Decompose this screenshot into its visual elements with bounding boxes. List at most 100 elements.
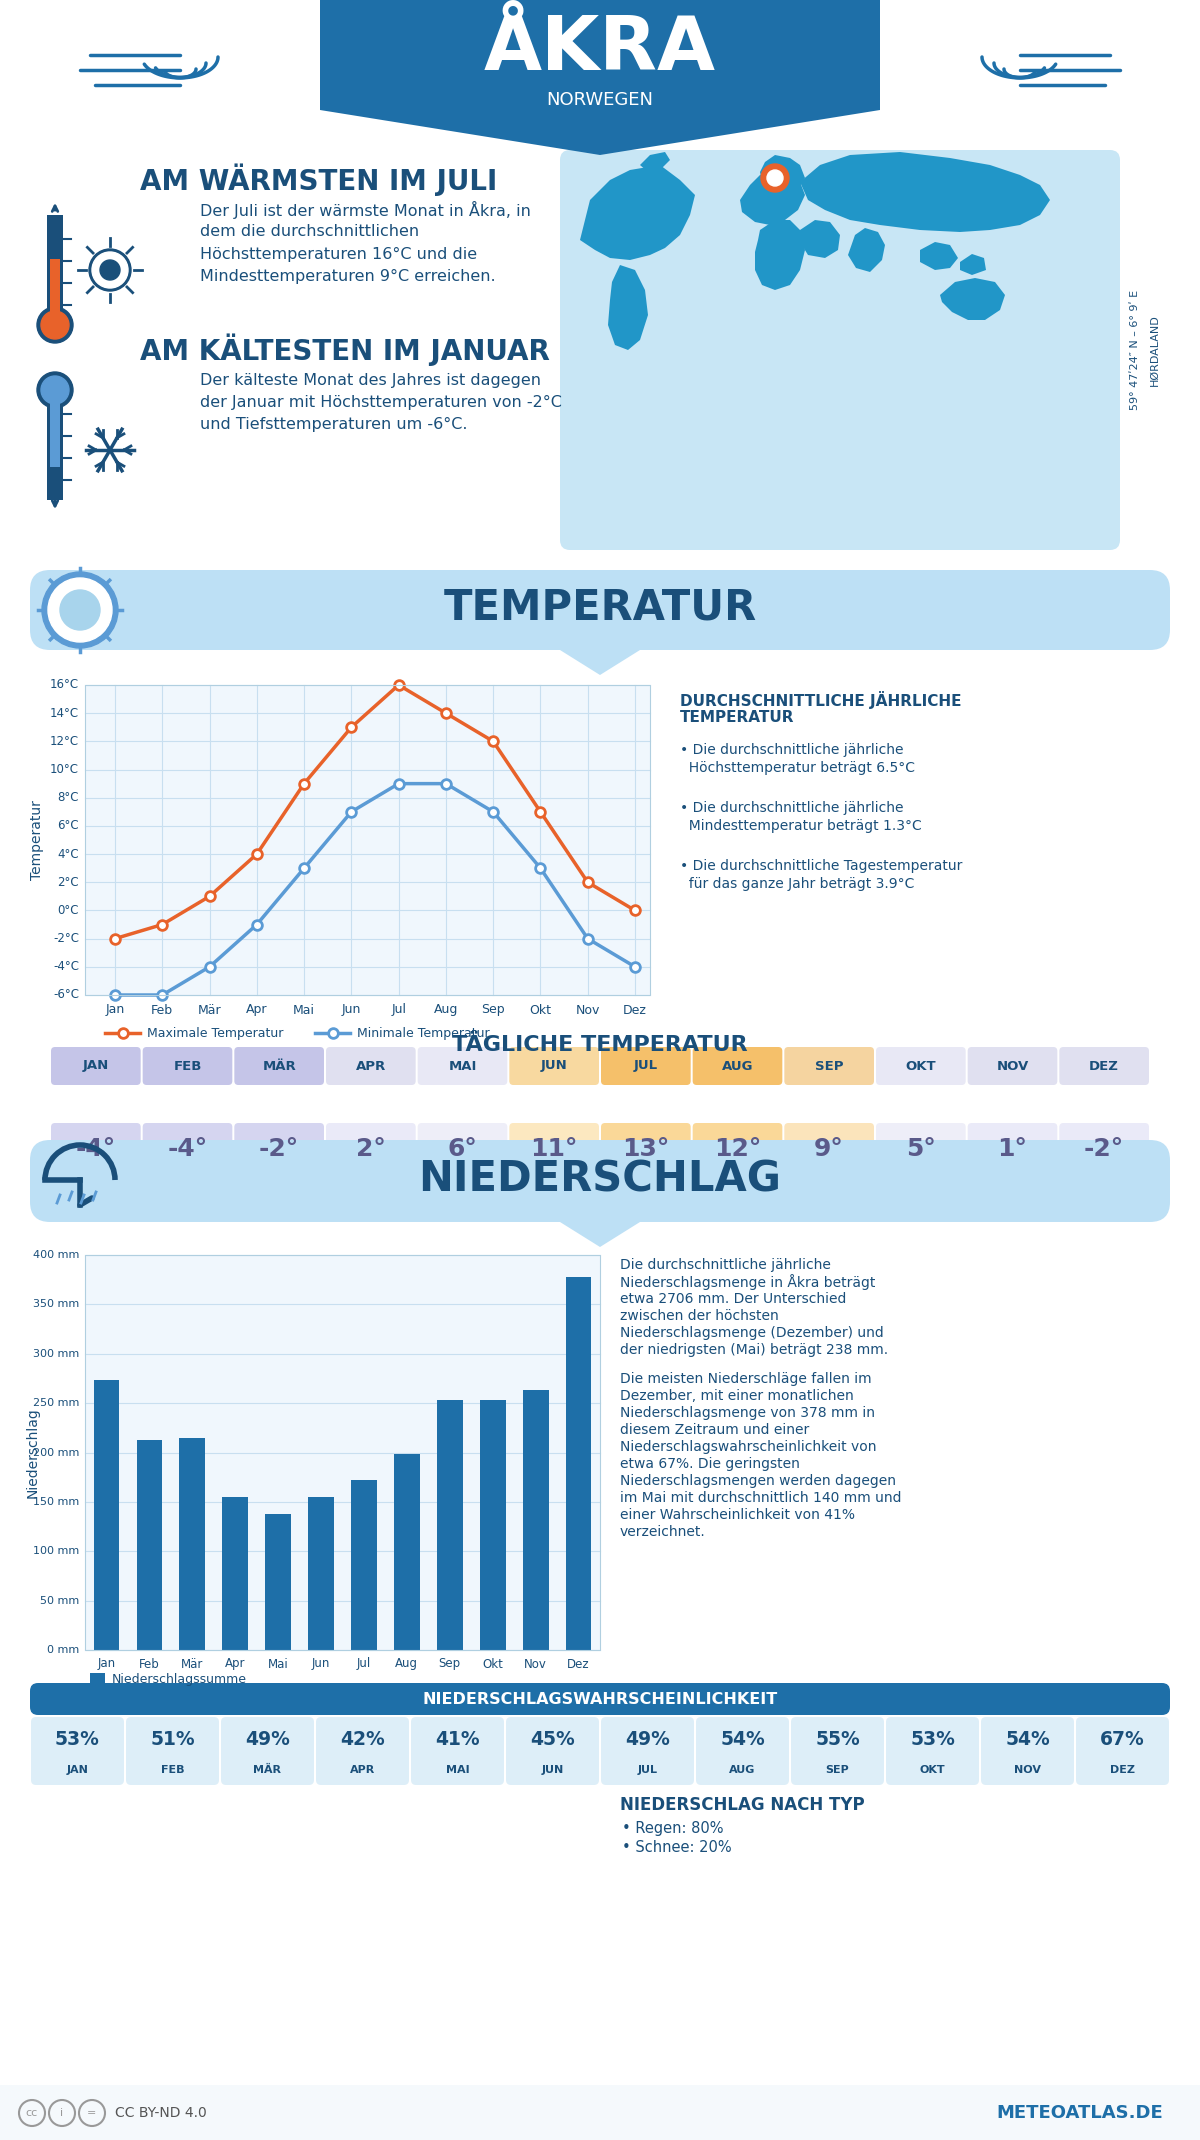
Text: SEP: SEP <box>815 1059 844 1072</box>
Text: der Januar mit Höchsttemperaturen von -2°C: der Januar mit Höchsttemperaturen von -2… <box>200 394 562 409</box>
Polygon shape <box>800 220 840 259</box>
Bar <box>47 389 64 501</box>
FancyBboxPatch shape <box>982 1716 1074 1785</box>
Text: OKT: OKT <box>906 1059 936 1072</box>
Text: 6°C: 6°C <box>58 820 79 832</box>
FancyBboxPatch shape <box>509 1124 599 1175</box>
Text: für das ganze Jahr beträgt 3.9°C: für das ganze Jahr beträgt 3.9°C <box>680 877 914 890</box>
Text: Aug: Aug <box>433 1004 458 1016</box>
Text: diesem Zeitraum und einer: diesem Zeitraum und einer <box>620 1423 809 1436</box>
Text: 300 mm: 300 mm <box>32 1348 79 1359</box>
Text: Maximale Temperatur: Maximale Temperatur <box>148 1027 283 1040</box>
FancyBboxPatch shape <box>785 1124 874 1175</box>
Bar <box>85 685 650 995</box>
FancyBboxPatch shape <box>886 1716 979 1785</box>
Text: -4°C: -4°C <box>53 961 79 974</box>
Text: Mär: Mär <box>198 1004 221 1016</box>
FancyBboxPatch shape <box>418 1046 508 1085</box>
Text: Jan: Jan <box>97 1658 115 1671</box>
Text: 42%: 42% <box>340 1729 385 1748</box>
Text: 8°C: 8°C <box>58 792 79 805</box>
Text: Apr: Apr <box>224 1658 246 1671</box>
Text: einer Wahrscheinlichkeit von 41%: einer Wahrscheinlichkeit von 41% <box>620 1509 854 1522</box>
Bar <box>180 1438 205 1650</box>
FancyBboxPatch shape <box>143 1124 233 1175</box>
Bar <box>90 1673 106 1686</box>
Text: 49%: 49% <box>245 1729 290 1748</box>
Text: Niederschlagsmengen werden dagegen: Niederschlagsmengen werden dagegen <box>620 1474 896 1487</box>
FancyBboxPatch shape <box>50 1124 140 1175</box>
FancyBboxPatch shape <box>234 1124 324 1175</box>
Text: -2°: -2° <box>1084 1136 1124 1162</box>
Text: Feb: Feb <box>151 1004 173 1016</box>
Text: 9°: 9° <box>815 1136 844 1162</box>
Text: Dez: Dez <box>568 1658 590 1671</box>
Text: Dez: Dez <box>623 1004 647 1016</box>
FancyBboxPatch shape <box>143 1046 233 1085</box>
Text: 10°C: 10°C <box>50 764 79 777</box>
Text: 67%: 67% <box>1100 1729 1145 1748</box>
Bar <box>0 139 1200 599</box>
Circle shape <box>767 169 784 186</box>
Circle shape <box>89 248 131 291</box>
Text: etwa 2706 mm. Der Unterschied: etwa 2706 mm. Der Unterschied <box>620 1293 846 1305</box>
Text: 54%: 54% <box>720 1729 764 1748</box>
Text: DEZ: DEZ <box>1090 1059 1120 1072</box>
Text: -4°: -4° <box>167 1136 208 1162</box>
FancyBboxPatch shape <box>50 1046 140 1085</box>
Circle shape <box>41 377 70 404</box>
Text: JUN: JUN <box>541 1059 568 1072</box>
Text: Der Juli ist der wärmste Monat in Åkra, in: Der Juli ist der wärmste Monat in Åkra, … <box>200 201 530 218</box>
Text: 11°: 11° <box>530 1136 578 1162</box>
Text: 41%: 41% <box>436 1729 480 1748</box>
Text: • Die durchschnittliche jährliche: • Die durchschnittliche jährliche <box>680 743 904 758</box>
FancyBboxPatch shape <box>692 1046 782 1085</box>
Bar <box>222 1498 248 1650</box>
FancyBboxPatch shape <box>326 1046 415 1085</box>
Text: JUL: JUL <box>637 1766 658 1774</box>
Polygon shape <box>920 242 958 270</box>
Text: MÄR: MÄR <box>263 1059 296 1072</box>
Text: Feb: Feb <box>139 1658 160 1671</box>
Text: NOV: NOV <box>996 1059 1028 1072</box>
Text: CC BY-ND 4.0: CC BY-ND 4.0 <box>115 2106 206 2121</box>
Bar <box>0 2084 1200 2140</box>
Text: NIEDERSCHLAG NACH TYP: NIEDERSCHLAG NACH TYP <box>620 1795 865 1815</box>
Text: -6°C: -6°C <box>53 989 79 1002</box>
Text: ÅKRA: ÅKRA <box>484 13 716 86</box>
Text: FEB: FEB <box>173 1059 202 1072</box>
Polygon shape <box>760 154 805 193</box>
Text: -4°: -4° <box>76 1136 116 1162</box>
Text: 45%: 45% <box>530 1729 575 1748</box>
Text: Mär: Mär <box>181 1658 204 1671</box>
FancyBboxPatch shape <box>967 1124 1057 1175</box>
FancyBboxPatch shape <box>1060 1046 1150 1085</box>
Text: MAI: MAI <box>449 1059 476 1072</box>
Polygon shape <box>560 651 640 674</box>
Text: -2°: -2° <box>259 1136 299 1162</box>
FancyBboxPatch shape <box>31 1716 124 1785</box>
Text: Apr: Apr <box>246 1004 268 1016</box>
Text: • Regen: 80%: • Regen: 80% <box>622 1821 724 1836</box>
Text: i: i <box>60 2108 64 2119</box>
Text: HØRDALAND: HØRDALAND <box>1150 315 1160 385</box>
Text: Okt: Okt <box>482 1658 503 1671</box>
Bar <box>394 1455 420 1650</box>
Bar <box>565 1278 592 1650</box>
FancyBboxPatch shape <box>30 569 1170 651</box>
Text: Sep: Sep <box>439 1658 461 1671</box>
FancyBboxPatch shape <box>1060 1124 1150 1175</box>
FancyBboxPatch shape <box>418 1124 508 1175</box>
Text: AM KÄLTESTEN IM JANUAR: AM KÄLTESTEN IM JANUAR <box>140 334 550 366</box>
Text: Minimale Temperatur: Minimale Temperatur <box>358 1027 490 1040</box>
Text: AM WÄRMSTEN IM JULI: AM WÄRMSTEN IM JULI <box>140 165 497 197</box>
Text: OKT: OKT <box>919 1766 946 1774</box>
Text: • Die durchschnittliche Tagestemperatur: • Die durchschnittliche Tagestemperatur <box>680 858 962 873</box>
FancyBboxPatch shape <box>30 1682 1170 1714</box>
Text: 0 mm: 0 mm <box>47 1646 79 1654</box>
Polygon shape <box>608 265 648 351</box>
Text: Mai: Mai <box>293 1004 316 1016</box>
Bar <box>137 1440 162 1650</box>
Circle shape <box>37 306 73 342</box>
Text: SEP: SEP <box>826 1766 850 1774</box>
